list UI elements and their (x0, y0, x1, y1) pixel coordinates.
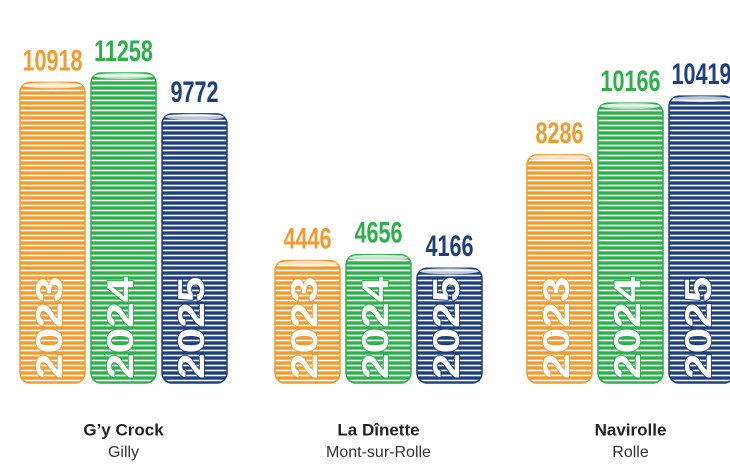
bar-top (672, 96, 730, 103)
category-label: La Dînette (337, 420, 419, 439)
category-label: G’y Crock (83, 420, 164, 439)
series-label: 2024 (607, 277, 649, 379)
series-label: 2025 (171, 277, 213, 379)
value-label: 11258 (94, 33, 153, 67)
bar-top (530, 154, 589, 161)
bar (345, 254, 412, 384)
series-label: 2023 (284, 277, 326, 379)
series-label: 2024 (355, 277, 397, 379)
value-label: 4656 (354, 215, 402, 249)
bar-top (601, 103, 660, 110)
value-label: 10166 (600, 63, 660, 97)
series-label: 2024 (100, 277, 142, 379)
value-label: 9772 (170, 74, 218, 108)
category-location: Rolle (612, 444, 649, 461)
bar-top (278, 260, 337, 267)
bar-top (23, 82, 82, 89)
category-location: Gilly (108, 444, 139, 461)
value-label: 10918 (22, 43, 82, 77)
bar-top (165, 113, 224, 120)
bar-top (420, 268, 479, 275)
category-location: Mont-sur-Rolle (326, 444, 431, 461)
value-label: 4446 (283, 221, 331, 255)
bar-top (349, 254, 408, 261)
value-label: 10419 (671, 56, 730, 90)
category-label: Navirolle (595, 420, 667, 439)
value-label: 8286 (535, 115, 583, 149)
value-label: 4166 (425, 229, 473, 263)
series-label: 2025 (678, 277, 720, 379)
series-label: 2025 (426, 277, 468, 379)
bar-top (94, 73, 153, 79)
series-label: 2023 (29, 277, 71, 379)
series-label: 2023 (536, 277, 578, 379)
